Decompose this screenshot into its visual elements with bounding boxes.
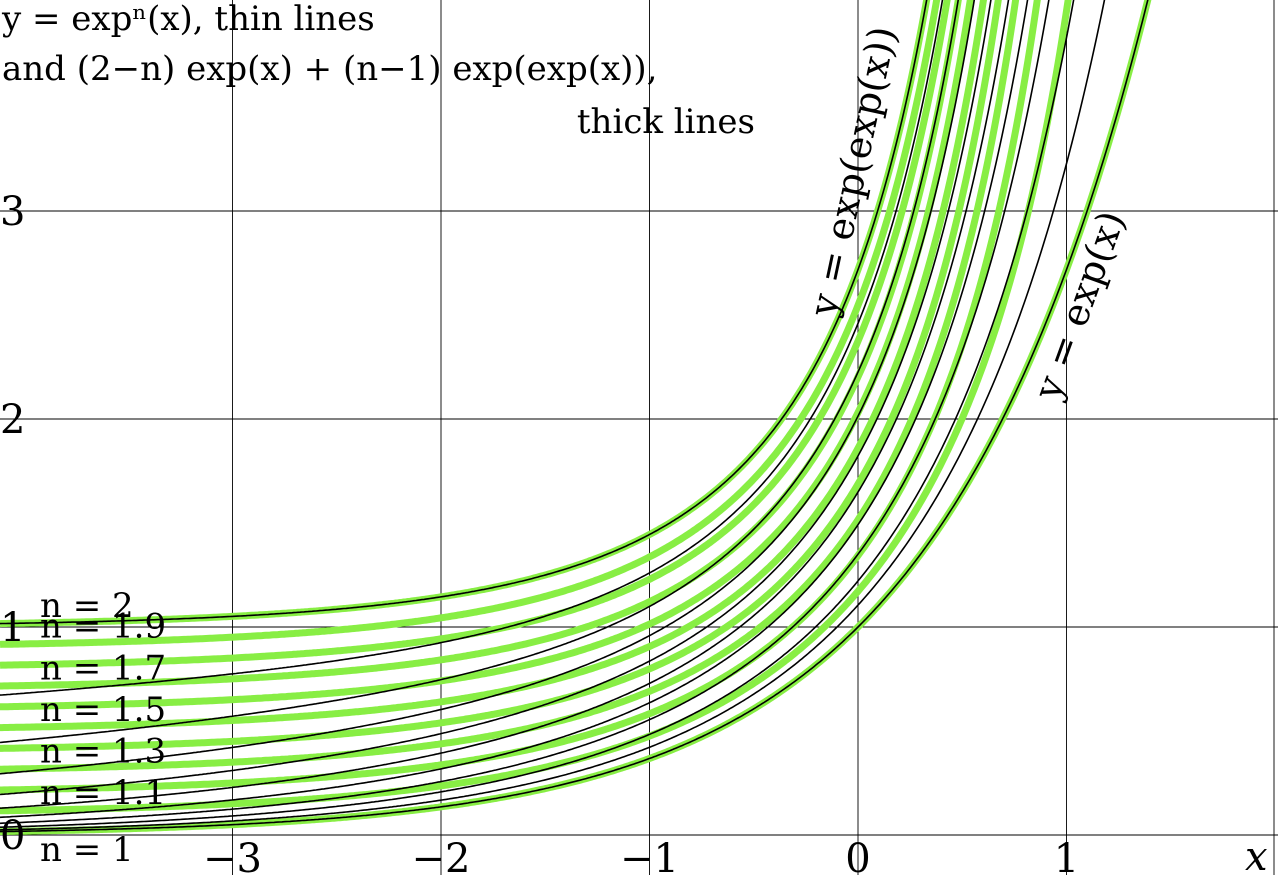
y-tick-label: 2 — [0, 397, 25, 443]
thin-series-line — [0, 0, 976, 775]
thin-curves — [0, 0, 1149, 833]
thick-series-line — [0, 0, 987, 732]
thin-series-line — [0, 0, 1075, 828]
thick-series-line — [0, 0, 974, 711]
n-label: n = 2 — [40, 586, 134, 626]
thin-series-line — [0, 0, 944, 696]
thick-series-line — [0, 0, 941, 648]
thin-series-line — [0, 0, 1149, 833]
x-axis-label: x — [1245, 834, 1268, 875]
thick-series-line — [0, 0, 931, 628]
thin-series-line — [0, 0, 1029, 819]
x-tick-label: −1 — [620, 836, 679, 875]
thin-series-line — [0, 0, 1106, 831]
x-tick-labels: −3 −2 −1 0 1 — [203, 836, 1079, 875]
n-label: n = 1 — [40, 830, 134, 870]
y-tick-label: 3 — [0, 189, 25, 235]
x-tick-label: −3 — [203, 836, 262, 875]
title-line-1: y = expⁿ(x), thin lines — [1, 0, 375, 39]
title-line-3: thick lines — [577, 102, 755, 142]
x-tick-label: 1 — [1054, 836, 1079, 875]
thin-series-line — [0, 0, 960, 744]
thin-series-line — [0, 0, 1050, 825]
y-tick-labels: 0 1 2 3 — [0, 189, 25, 859]
x-tick-label: 0 — [845, 836, 870, 875]
thin-series-line — [0, 0, 928, 625]
thin-series-line — [0, 0, 992, 796]
title-line-2: and (2−n) exp(x) + (n−1) exp(exp(x)), — [2, 49, 657, 89]
thick-series-line — [0, 0, 951, 669]
thin-series-line — [0, 0, 1010, 809]
y-tick-label: 0 — [0, 813, 25, 859]
x-tick-label: −2 — [412, 836, 471, 875]
y-tick-label: 1 — [0, 605, 25, 651]
thick-series-line — [0, 0, 1002, 752]
n-label: n = 1.5 — [40, 690, 166, 730]
n-label: n = 1.7 — [40, 648, 166, 688]
n-labels: n = 2n = 1.9n = 1.7n = 1.5n = 1.3n = 1.1… — [40, 586, 166, 870]
thick-series-line — [0, 0, 962, 690]
n-label: n = 1.3 — [40, 731, 166, 771]
n-label: n = 1.1 — [40, 773, 166, 813]
thick-series-line — [0, 0, 1072, 815]
n-label: n = 1.9 — [40, 607, 166, 647]
thick-series-line — [0, 0, 1020, 773]
